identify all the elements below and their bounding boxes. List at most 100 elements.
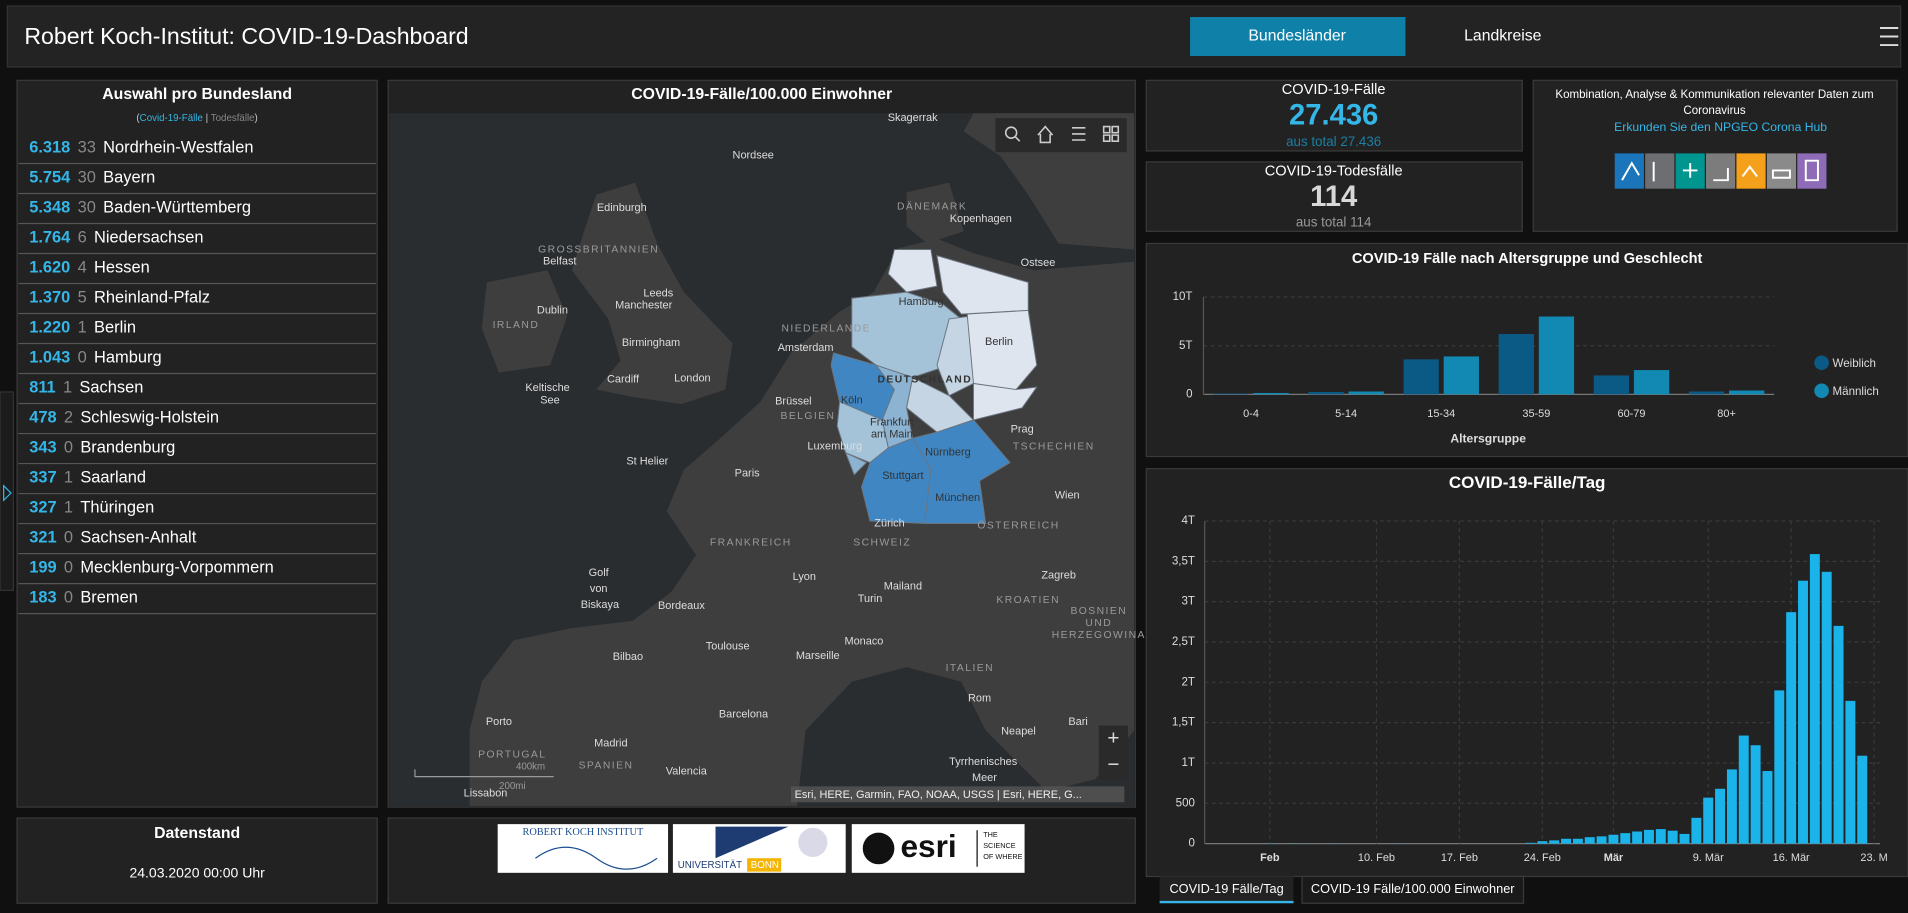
bar[interactable]	[1632, 831, 1643, 844]
bar[interactable]	[1821, 571, 1832, 844]
bar[interactable]	[1786, 612, 1797, 844]
state-row[interactable]: 5.754 30 Bayern	[29, 169, 155, 187]
icon[interactable]	[1645, 153, 1675, 189]
bar[interactable]	[1643, 829, 1654, 844]
state[interactable]	[972, 382, 1038, 421]
bottom-tab-bg[interactable]	[1301, 875, 1525, 904]
logo-rki[interactable]	[497, 824, 669, 873]
bar[interactable]	[1348, 391, 1384, 395]
state-row[interactable]: 811 1 Sachsen	[29, 379, 143, 397]
scale-bar	[414, 769, 554, 778]
state[interactable]	[844, 451, 868, 476]
bar[interactable]	[1726, 769, 1737, 844]
state-row[interactable]: 1.620 4 Hessen	[29, 259, 150, 277]
bar[interactable]	[1667, 830, 1678, 844]
state-row[interactable]: 183 0 Bremen	[29, 589, 138, 607]
state-row[interactable]: 1.043 0 Hamburg	[29, 349, 161, 367]
bar[interactable]	[1774, 690, 1785, 844]
state-row[interactable]: 478 2 Schleswig-Holstein	[29, 409, 219, 427]
bar[interactable]	[1538, 316, 1575, 395]
toggle-cases[interactable]: Covid-19-Fälle	[140, 113, 203, 124]
row-deaths: 0	[64, 589, 73, 607]
state[interactable]	[966, 309, 1038, 391]
row-cases: 5.348	[29, 199, 70, 217]
bar[interactable]	[1308, 391, 1344, 395]
bar[interactable]	[1498, 334, 1534, 395]
map-label: DEUTSCHLAND	[877, 375, 972, 386]
state[interactable]	[911, 419, 1011, 524]
icon-glyph	[1621, 159, 1819, 182]
bottom-tab[interactable]: COVID-19 Fälle/100.000 Einwohner	[1311, 881, 1515, 896]
tab[interactable]: Landkreise	[1464, 28, 1542, 45]
icon[interactable]	[1797, 153, 1827, 189]
state-row[interactable]: 1.370 5 Rheinland-Pfalz	[29, 289, 210, 307]
icon[interactable]	[1614, 153, 1644, 189]
hub-link[interactable]: Erkunden Sie den NPGEO Corona Hub	[1614, 120, 1827, 134]
bar[interactable]	[1253, 392, 1289, 395]
zoom-in[interactable]: +	[1107, 726, 1119, 749]
bar[interactable]	[1549, 840, 1560, 844]
state[interactable]	[936, 315, 974, 397]
tab-active-bg[interactable]	[1190, 17, 1406, 56]
bar[interactable]	[1443, 356, 1479, 395]
bar[interactable]	[1633, 370, 1670, 395]
bar[interactable]	[1809, 554, 1820, 844]
zoom-out[interactable]: −	[1107, 753, 1119, 776]
bar[interactable]	[1537, 841, 1548, 844]
state-row[interactable]: 6.318 33 Nordrhein-Westfalen	[29, 139, 253, 157]
bar[interactable]	[1213, 393, 1249, 395]
bar[interactable]	[1572, 838, 1583, 844]
bar[interactable]	[1525, 842, 1536, 844]
bar[interactable]	[1845, 700, 1856, 844]
state-row[interactable]: 321 0 Sachsen-Anhalt	[29, 529, 196, 547]
bar[interactable]	[1750, 745, 1761, 844]
bottom-tab-bg[interactable]	[1159, 876, 1294, 904]
bar[interactable]	[1762, 771, 1773, 844]
bar[interactable]	[1655, 829, 1666, 844]
hub-icons[interactable]	[1614, 153, 1827, 189]
state-row[interactable]: 5.348 30 Baden-Württemberg	[29, 199, 251, 217]
toggle-deaths[interactable]: Todesfälle	[211, 113, 255, 124]
list-icon[interactable]	[1072, 127, 1086, 141]
bar[interactable]	[1688, 391, 1725, 395]
state-row[interactable]: 199 0 Mecklenburg-Vorpommern	[29, 559, 274, 577]
bar[interactable]	[1593, 375, 1630, 395]
bar[interactable]	[1691, 817, 1702, 844]
search-icon[interactable]	[1004, 126, 1018, 139]
state-row[interactable]: 337 1 Saarland	[29, 469, 146, 487]
state-row[interactable]: 1.220 1 Berlin	[29, 319, 136, 337]
germany[interactable]	[830, 249, 1038, 524]
menu-icon[interactable]	[1880, 27, 1899, 47]
tab[interactable]: Bundesländer	[1248, 28, 1346, 45]
bar[interactable]	[1596, 836, 1607, 844]
state-row[interactable]: 343 0 Brandenburg	[29, 439, 175, 457]
bar[interactable]	[1584, 837, 1595, 844]
bar[interactable]	[1703, 797, 1714, 844]
side-handle[interactable]	[0, 391, 14, 592]
bottom-tab[interactable]: COVID-19 Fälle/Tag	[1169, 881, 1283, 896]
bar[interactable]	[1679, 833, 1690, 844]
bar[interactable]	[1561, 838, 1572, 844]
bar[interactable]	[1620, 833, 1631, 844]
row-name: Baden-Württemberg	[103, 199, 251, 217]
map-label: SPANIEN	[579, 760, 634, 771]
icon[interactable]	[1736, 153, 1766, 189]
state[interactable]	[887, 249, 938, 293]
map[interactable]: Skagerrak Nordsee Edinburgh DÄNEMARKKopenha…	[389, 112, 1145, 806]
bar[interactable]	[1403, 359, 1439, 395]
bar[interactable]	[1738, 735, 1749, 844]
map-toolbar[interactable]	[995, 118, 1127, 153]
state-row[interactable]: 327 1 Thüringen	[29, 499, 154, 517]
icon[interactable]	[1706, 153, 1736, 189]
basemap-icon[interactable]	[1102, 125, 1120, 143]
search-icon[interactable]	[1014, 135, 1021, 142]
bar[interactable]	[1715, 788, 1726, 844]
bar[interactable]	[1833, 625, 1844, 844]
row-deaths: 0	[64, 439, 73, 457]
bar[interactable]	[1608, 834, 1619, 844]
bar[interactable]	[1729, 390, 1765, 395]
bar[interactable]	[1798, 580, 1808, 844]
bar[interactable]	[1857, 755, 1868, 844]
home-icon[interactable]	[1037, 125, 1054, 144]
state-row[interactable]: 1.764 6 Niedersachsen	[29, 229, 203, 247]
